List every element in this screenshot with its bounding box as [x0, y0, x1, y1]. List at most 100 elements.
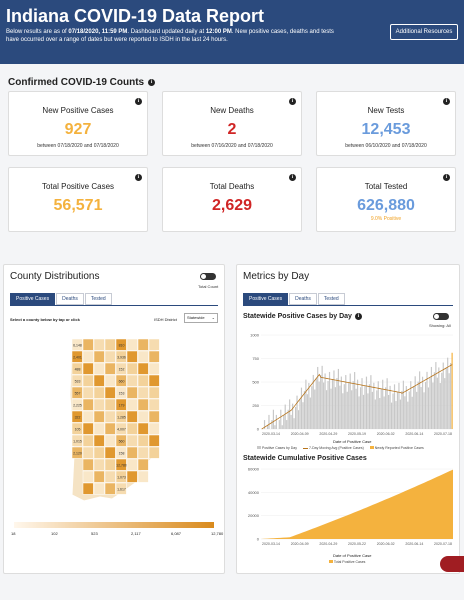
county-region[interactable]: [137, 350, 149, 363]
county-region[interactable]: [148, 446, 160, 459]
county-region[interactable]: [93, 398, 105, 411]
daily-bar[interactable]: [392, 393, 394, 429]
daily-bar[interactable]: [373, 382, 375, 429]
daily-bar[interactable]: [410, 381, 412, 429]
county-region[interactable]: [115, 410, 127, 423]
county-region[interactable]: [104, 410, 116, 423]
county-region[interactable]: [82, 374, 94, 387]
county-region[interactable]: [82, 482, 94, 495]
info-icon[interactable]: i: [443, 98, 450, 105]
daily-bar[interactable]: [292, 403, 294, 429]
daily-bar[interactable]: [416, 391, 418, 429]
daily-bar[interactable]: [325, 390, 328, 429]
daily-bar[interactable]: [417, 381, 419, 429]
daily-bar[interactable]: [284, 404, 286, 429]
daily-bar[interactable]: [407, 401, 409, 429]
county-region[interactable]: [148, 410, 160, 423]
county-region[interactable]: [82, 350, 94, 363]
county-region[interactable]: [93, 446, 105, 459]
daily-bar[interactable]: [445, 367, 447, 429]
info-icon[interactable]: i: [135, 98, 142, 105]
daily-bar[interactable]: [331, 379, 334, 429]
daily-bar[interactable]: [296, 395, 298, 429]
county-region[interactable]: [137, 434, 149, 447]
daily-bar[interactable]: [402, 380, 404, 429]
daily-bar[interactable]: [315, 378, 317, 429]
daily-bar[interactable]: [420, 386, 422, 429]
daily-bar[interactable]: [275, 414, 277, 429]
county-region[interactable]: [126, 374, 138, 387]
county-region[interactable]: [82, 470, 94, 483]
county-region[interactable]: [82, 386, 94, 399]
daily-bar[interactable]: [342, 393, 344, 429]
daily-bar[interactable]: [303, 390, 306, 429]
daily-bar[interactable]: [395, 401, 397, 429]
daily-bar[interactable]: [300, 387, 303, 429]
county-region[interactable]: [115, 362, 127, 375]
county-region[interactable]: [126, 470, 138, 483]
daily-bar[interactable]: [421, 376, 424, 429]
info-icon[interactable]: i: [135, 174, 142, 181]
daily-bar[interactable]: [349, 373, 351, 429]
daily-bar[interactable]: [263, 420, 266, 429]
daily-bar[interactable]: [336, 378, 338, 429]
info-icon[interactable]: i: [443, 174, 450, 181]
daily-bar[interactable]: [426, 371, 428, 429]
daily-bar[interactable]: [351, 390, 353, 429]
feedback-button[interactable]: [440, 556, 464, 572]
daily-bar[interactable]: [448, 373, 450, 429]
daily-bar[interactable]: [320, 374, 322, 429]
county-region[interactable]: [115, 422, 127, 435]
tab-positive-cases[interactable]: Positive Cases: [243, 293, 289, 305]
county-region[interactable]: [126, 458, 138, 471]
county-region[interactable]: [137, 422, 149, 435]
daily-bar[interactable]: [280, 409, 282, 429]
daily-bar[interactable]: [398, 382, 400, 429]
daily-bar[interactable]: [380, 388, 382, 429]
county-region[interactable]: [93, 374, 105, 387]
daily-bar[interactable]: [345, 375, 347, 429]
daily-bar[interactable]: [355, 388, 357, 429]
daily-bar[interactable]: [413, 386, 415, 429]
daily-bar[interactable]: [385, 387, 387, 429]
daily-bar[interactable]: [358, 396, 360, 429]
daily-bar[interactable]: [330, 388, 332, 429]
indiana-county-map[interactable]: 6,148 810 2,401 3,936 488 152 533 660 557 153 2,22…: [64, 335, 164, 505]
tab-positive-cases[interactable]: Positive Cases: [10, 293, 56, 305]
daily-bar[interactable]: [450, 363, 452, 429]
county-region[interactable]: [104, 386, 116, 399]
daily-bar[interactable]: [323, 382, 325, 429]
daily-bar[interactable]: [414, 376, 416, 429]
county-region[interactable]: [104, 470, 116, 483]
county-region[interactable]: [93, 350, 105, 363]
county-region[interactable]: [104, 398, 116, 411]
county-region[interactable]: [148, 374, 160, 387]
daily-bar[interactable]: [436, 377, 438, 429]
county-region[interactable]: [115, 338, 127, 351]
county-region[interactable]: [115, 386, 127, 399]
county-region[interactable]: [137, 470, 149, 483]
daily-bar[interactable]: [294, 406, 297, 429]
county-region[interactable]: [71, 434, 83, 447]
county-region[interactable]: [137, 386, 149, 399]
daily-bar[interactable]: [396, 391, 399, 429]
daily-bar[interactable]: [333, 370, 335, 429]
daily-bar[interactable]: [371, 391, 373, 429]
county-region[interactable]: [115, 350, 127, 363]
county-region[interactable]: [137, 458, 149, 471]
daily-bar[interactable]: [401, 390, 403, 429]
info-icon[interactable]: i: [354, 313, 362, 320]
daily-bar[interactable]: [354, 372, 356, 429]
daily-bar[interactable]: [435, 362, 437, 429]
daily-bar[interactable]: [429, 377, 431, 429]
county-region[interactable]: [148, 434, 160, 447]
county-region[interactable]: [126, 362, 138, 375]
county-region[interactable]: [137, 362, 149, 375]
daily-bar[interactable]: [306, 394, 308, 429]
daily-bar[interactable]: [283, 414, 285, 429]
daily-bar[interactable]: [433, 372, 435, 429]
county-region[interactable]: [126, 446, 138, 459]
daily-bar[interactable]: [423, 392, 425, 429]
tab-tested[interactable]: Tested: [317, 293, 345, 305]
county-region[interactable]: [104, 338, 116, 351]
